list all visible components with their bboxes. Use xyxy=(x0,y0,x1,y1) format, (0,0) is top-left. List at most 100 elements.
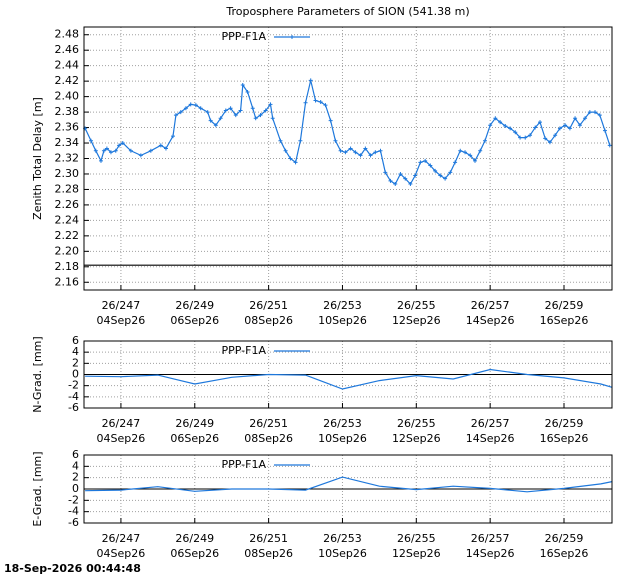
plot-frame xyxy=(83,340,613,409)
x-tick-label: 26/257 xyxy=(471,417,510,430)
legend-label: PPP-F1A xyxy=(222,30,267,43)
y-tick-label: 2.16 xyxy=(55,275,80,288)
point-marker xyxy=(413,173,418,178)
x-tick-date: 08Sep26 xyxy=(244,547,293,560)
point-marker xyxy=(418,160,423,165)
y-tick-label: 4 xyxy=(72,345,79,358)
chart-title: Troposphere Parameters of SION (541.38 m… xyxy=(225,5,469,18)
x-tick-label: 26/255 xyxy=(397,532,436,545)
point-marker xyxy=(378,148,383,153)
point-marker xyxy=(353,150,358,155)
y-tick-label: 2.32 xyxy=(55,152,80,165)
x-tick-label: 26/257 xyxy=(471,299,510,312)
point-marker xyxy=(348,146,353,151)
point-marker xyxy=(213,123,218,128)
legend-marker xyxy=(290,35,294,39)
point-marker xyxy=(178,110,183,115)
point-marker xyxy=(113,148,118,153)
x-tick-label: 26/255 xyxy=(397,417,436,430)
point-marker xyxy=(488,123,493,128)
point-marker xyxy=(223,108,228,113)
x-tick-label: 26/253 xyxy=(323,299,362,312)
point-marker xyxy=(597,113,602,118)
point-marker xyxy=(408,182,413,187)
point-marker xyxy=(278,138,283,143)
point-marker xyxy=(493,116,498,121)
point-marker xyxy=(398,171,403,176)
x-tick-date: 14Sep26 xyxy=(466,314,515,327)
point-marker xyxy=(283,148,288,153)
y-tick-label: 2.40 xyxy=(55,90,80,103)
x-tick-date: 16Sep26 xyxy=(540,432,589,445)
x-tick-date: 06Sep26 xyxy=(170,432,219,445)
point-marker xyxy=(303,100,308,105)
point-marker xyxy=(433,168,438,173)
point-marker xyxy=(240,83,245,88)
y-tick-label: -4 xyxy=(68,390,79,403)
x-tick-date: 04Sep26 xyxy=(97,314,146,327)
point-marker xyxy=(368,153,373,158)
point-marker xyxy=(323,103,328,108)
point-marker xyxy=(270,116,275,121)
legend-label: PPP-F1A xyxy=(222,458,267,471)
x-tick-date: 12Sep26 xyxy=(392,432,441,445)
legend-label: PPP-F1A xyxy=(222,344,267,357)
point-marker xyxy=(148,148,153,153)
point-marker xyxy=(104,146,109,151)
y-tick-label: 2.24 xyxy=(55,213,80,226)
x-tick-date: 12Sep26 xyxy=(392,314,441,327)
x-tick-label: 26/255 xyxy=(397,299,436,312)
y-axis-label: E-Grad. [mm] xyxy=(31,451,44,526)
plot-frame xyxy=(83,26,613,291)
x-tick-date: 16Sep26 xyxy=(540,547,589,560)
x-tick-label: 26/251 xyxy=(249,299,288,312)
x-tick-label: 26/253 xyxy=(323,417,362,430)
point-marker xyxy=(508,126,513,131)
point-marker xyxy=(473,158,478,163)
point-marker xyxy=(463,150,468,155)
point-marker xyxy=(602,128,607,133)
point-marker xyxy=(453,160,458,165)
y-axis-label: N-Grad. [mm] xyxy=(31,336,44,412)
x-tick-label: 26/253 xyxy=(323,532,362,545)
point-marker xyxy=(513,130,518,135)
point-marker xyxy=(567,126,572,131)
x-tick-date: 14Sep26 xyxy=(466,432,515,445)
point-marker xyxy=(228,106,233,111)
x-tick-date: 10Sep26 xyxy=(318,314,367,327)
y-tick-label: 2.44 xyxy=(55,59,80,72)
point-marker xyxy=(108,150,113,155)
y-tick-label: 0 xyxy=(72,482,79,495)
point-marker xyxy=(238,108,243,113)
x-tick-date: 04Sep26 xyxy=(97,432,146,445)
point-marker xyxy=(183,106,188,111)
point-marker xyxy=(188,102,193,107)
point-marker xyxy=(423,158,428,163)
x-tick-date: 08Sep26 xyxy=(244,432,293,445)
point-marker xyxy=(318,100,323,105)
y-tick-label: -2 xyxy=(68,379,79,392)
point-marker xyxy=(503,124,508,129)
y-tick-label: 2 xyxy=(72,356,79,369)
y-tick-label: 2.48 xyxy=(55,28,80,41)
point-marker xyxy=(448,170,453,175)
point-marker xyxy=(403,176,408,181)
point-marker xyxy=(443,176,448,181)
series-line xyxy=(85,368,613,390)
point-marker xyxy=(298,138,303,143)
point-marker xyxy=(538,120,542,125)
point-marker xyxy=(128,148,133,153)
x-tick-date: 14Sep26 xyxy=(466,547,515,560)
x-tick-date: 08Sep26 xyxy=(244,314,293,327)
point-marker xyxy=(333,138,338,143)
point-marker xyxy=(173,113,178,118)
y-tick-label: 2.34 xyxy=(55,136,80,149)
point-marker xyxy=(117,143,122,148)
series-line xyxy=(84,80,611,185)
point-marker xyxy=(338,148,343,153)
point-marker xyxy=(438,173,443,178)
point-marker xyxy=(250,106,255,111)
point-marker xyxy=(120,141,125,146)
x-tick-date: 10Sep26 xyxy=(318,547,367,560)
